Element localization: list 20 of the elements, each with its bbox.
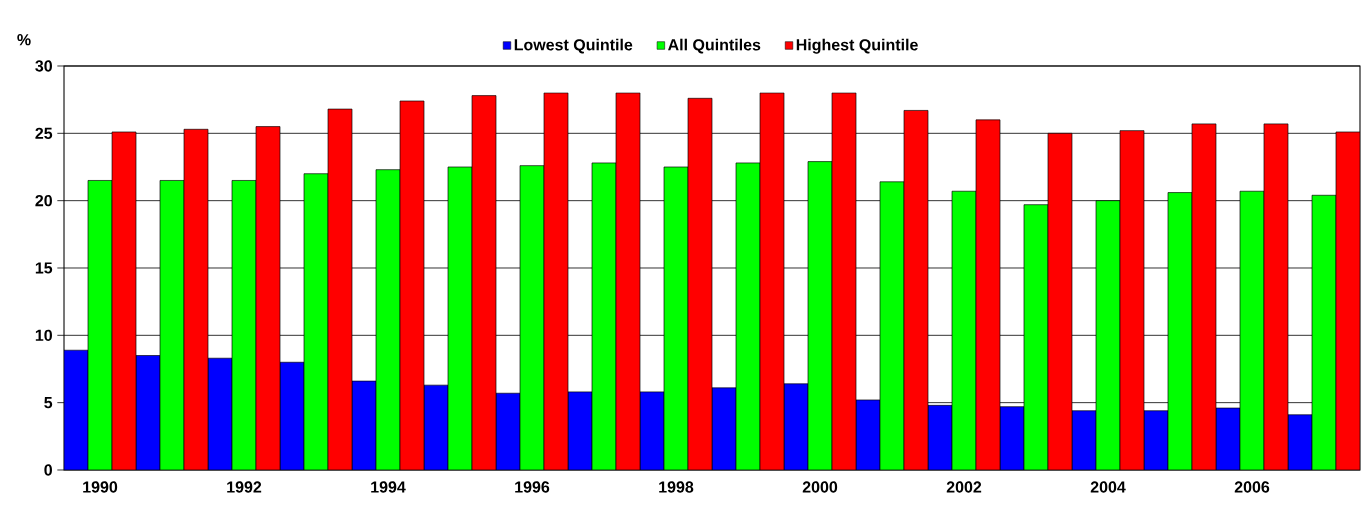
y-tick-label: 5 <box>44 397 53 409</box>
x-tick-label: 2006 <box>1234 481 1270 493</box>
y-tick-label: 15 <box>35 262 53 274</box>
y-tick-label: 0 <box>44 464 52 476</box>
x-tick-label: 1990 <box>83 481 118 493</box>
x-tick-label: 2000 <box>802 481 838 493</box>
legend-label: All Quintiles <box>668 38 761 54</box>
y-tick-label: 10 <box>35 329 52 341</box>
legend-label: Lowest Quintile <box>514 38 633 54</box>
x-tick-label: 1998 <box>659 481 694 493</box>
legend-label: Highest Quintile <box>796 38 918 54</box>
y-tick-label: 30 <box>35 60 52 72</box>
x-tick-label: 1992 <box>227 481 262 493</box>
x-tick-label: 2002 <box>946 481 982 493</box>
y-tick-label: 25 <box>35 127 53 139</box>
x-tick-label: 1996 <box>515 481 550 493</box>
y-axis-title: % <box>17 34 31 46</box>
y-tick-label: 20 <box>35 195 52 207</box>
x-tick-label: 2004 <box>1090 481 1126 493</box>
x-tick-label: 1994 <box>371 481 406 493</box>
